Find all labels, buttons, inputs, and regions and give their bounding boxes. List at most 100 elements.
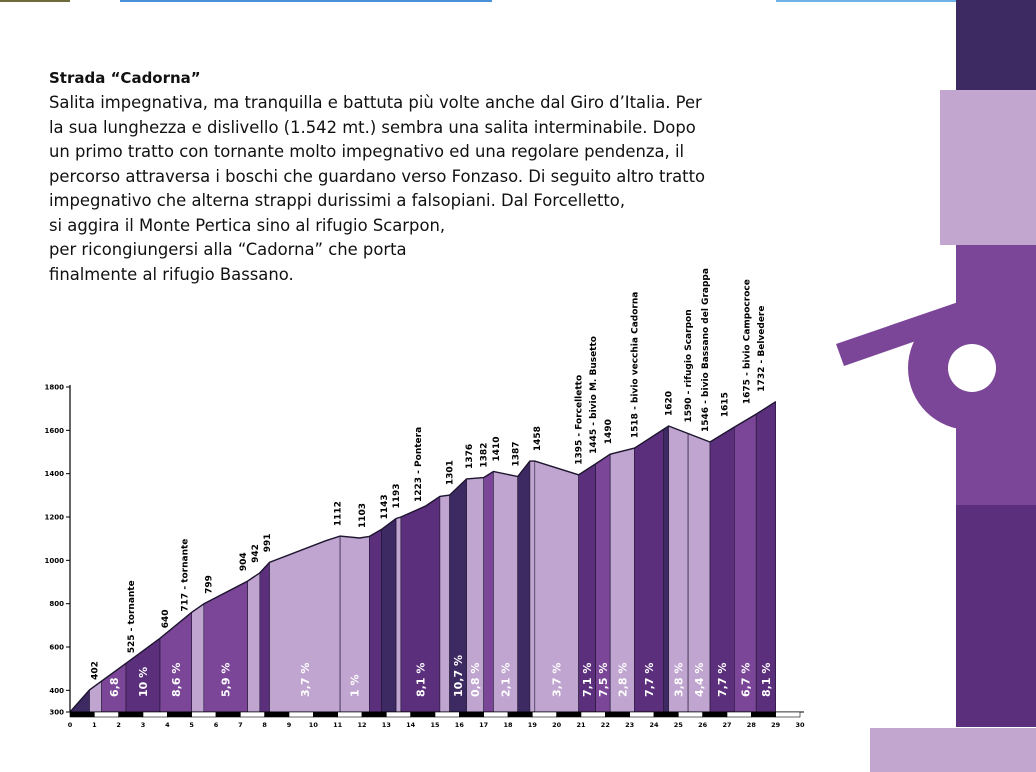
x-tick-label: 26 [698,721,708,729]
x-tick-label: 30 [795,721,805,729]
y-tick-label: 1800 [45,384,65,392]
elevation-label: 1387 [511,441,521,466]
x-tick-label: 23 [625,721,634,729]
elevation-label: 1518 - bivio vecchia Cadorna [631,292,641,438]
elevation-annotations: 402 525 - tornante 640 717 - tornante 799 904… [90,268,767,680]
description-line: impegnativo che alterna strappi durissim… [49,191,626,210]
km-bar-block [288,711,314,718]
grade-label: 3,7 % [299,663,312,697]
grade-label: 5,9 % [220,663,233,697]
elevation-label: 1103 [358,503,368,528]
elevation-label: 1732 - Belvedere [757,306,767,392]
elevation-label: 1112 [334,501,344,526]
x-tick-label: 3 [141,721,146,729]
elevation-label: 1223 - Pontera [414,427,424,502]
x-tick-label: 21 [576,721,586,729]
km-bar-block [775,711,801,718]
x-tick-label: 11 [333,721,343,729]
grade-label: 8,1 % [414,663,427,697]
elevation-label: 1546 - bivio Bassano del Grappa [701,268,711,432]
elevation-label: 799 [205,575,215,594]
side-block-top [956,0,1036,90]
grade-label: 8,6 % [170,663,183,697]
profile-segment [259,561,270,713]
elevation-label: 1615 [721,392,731,417]
profile-outline [69,401,777,713]
y-tick-label: 1600 [45,427,65,435]
grade-label: 10,7 % [452,655,465,697]
grade-label: 3,8 % [672,663,685,697]
km-bar-block [118,711,144,718]
grade-label: 2,8 % [616,663,629,697]
y-tick-label: 400 [49,687,64,695]
elevation-label: 942 [251,544,261,563]
top-accent-blue-right [776,0,956,2]
km-bar-block [240,711,265,718]
grade-label: 3,7 % [551,663,564,697]
elevation-label: 1143 [380,494,390,519]
description-line: si aggira il Monte Pertica sino al rifug… [49,215,446,235]
profile-line [69,401,777,713]
grade-label: 6,7 % [739,663,752,697]
x-tick-label: 9 [287,721,292,729]
x-tick-label: 1 [92,721,97,729]
profile-segment [529,460,536,713]
side-block-light [940,90,1036,245]
km-bar-block [556,711,582,718]
km-bar-block [313,711,338,718]
description: Salita impegnativa, ma tranquilla e batt… [49,91,789,287]
km-bar-block [751,711,776,718]
km-bar-block [483,711,509,718]
km-bar-block [678,711,703,718]
profile-segment [369,528,382,713]
elevation-label: 904 [239,552,249,571]
top-accent-blue-left [120,0,492,2]
y-tick-label: 600 [49,644,64,652]
km-bar-block [702,711,728,718]
km-bar-block [191,711,217,718]
profile-segment [191,603,205,713]
km-bar-block [726,711,752,718]
x-tick-label: 18 [503,721,513,729]
profile-segment [381,517,397,713]
y-tick-label: 800 [49,600,64,608]
y-tick-label: 1200 [45,514,65,522]
elevation-label: 1382 [480,443,490,468]
grade-label: 6,8 [108,678,121,698]
x-tick-label: 15 [430,721,440,729]
elevation-label: 1376 [465,444,475,469]
grade-labels: 6,8 10 % 8,6 % 5,9 % 3,7 % 1 % 8,1 % 10,7 % 0,8 … [108,655,773,697]
km-bar-block [532,711,557,718]
description-line: la sua lunghezza e dislivello (1.542 mt.… [49,117,696,137]
km-bar-block [167,711,192,718]
side-block-lower [956,505,1036,727]
y-tick-label: 1000 [45,557,65,565]
description-line: un primo tratto con tornante molto impeg… [49,142,685,161]
grade-label: 2,1 % [500,663,513,697]
elevation-label: 991 [263,534,273,553]
km-bar-block [264,711,290,718]
x-tick-label: 17 [479,721,488,729]
elevation-label: 1675 - bivio Campocroce [743,279,753,404]
x-tick-label: 27 [722,721,731,729]
grade-label: 7,7 % [643,663,656,697]
grade-label: 10 % [137,667,150,697]
x-tick-label: 7 [238,721,243,729]
x-tick-label: 19 [528,721,538,729]
profile-segment [483,470,494,713]
km-bar-block [142,711,168,718]
elevation-label: 1193 [392,483,402,508]
x-tick-label: 4 [165,721,170,729]
grade-label: 7,7 % [716,663,729,697]
grade-label: 8,1 % [760,663,773,697]
km-bar-block [94,711,119,718]
x-tick-label: 14 [406,721,416,729]
profile-segment [663,425,669,713]
x-tick-label: 13 [382,721,391,729]
side-decoration-panel: 6 [836,0,1036,772]
x-tick-label: 2 [116,721,121,729]
profile-segment [395,516,402,713]
y-tick-label: 1400 [45,470,65,478]
